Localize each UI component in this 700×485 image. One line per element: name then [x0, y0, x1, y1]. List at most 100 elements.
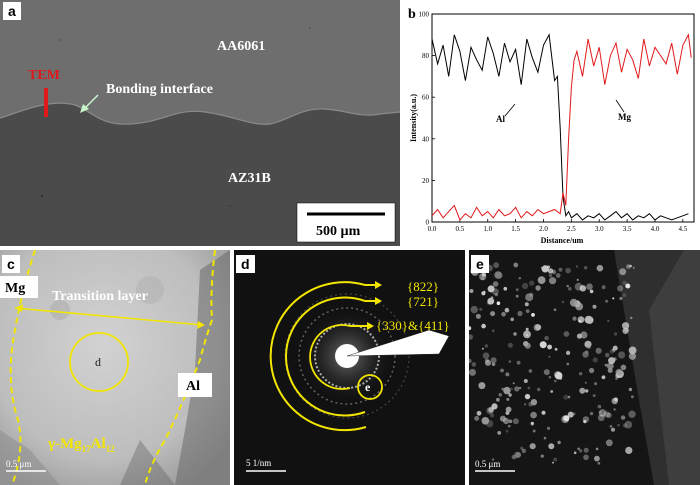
- circle-label-d: d: [95, 355, 101, 369]
- grain: [510, 317, 514, 322]
- grain: [479, 307, 483, 311]
- grain: [517, 310, 523, 317]
- grain: [579, 387, 586, 394]
- grain: [577, 316, 585, 323]
- grain: [508, 393, 512, 397]
- grain: [525, 293, 534, 302]
- grain: [605, 299, 609, 303]
- grain: [525, 327, 529, 331]
- grain: [612, 297, 615, 300]
- grain: [513, 332, 517, 336]
- grain: [609, 425, 613, 428]
- grain: [632, 266, 635, 269]
- x-tick-label: 4.5: [678, 225, 687, 233]
- scalebar-label: 500 µm: [316, 224, 361, 239]
- tem-image-c: d Mg Al Transition layer γ-Mg17Al12 0.5 …: [0, 250, 230, 485]
- grain: [478, 382, 486, 390]
- grain: [553, 379, 557, 383]
- grain: [625, 283, 631, 289]
- grain: [550, 390, 554, 393]
- grain: [470, 305, 478, 314]
- grain: [549, 277, 557, 285]
- grain: [476, 410, 482, 416]
- grain: [503, 386, 511, 395]
- grain: [612, 345, 618, 351]
- scalebar-box: [296, 202, 396, 243]
- grain: [575, 302, 584, 311]
- y-tick-label: 100: [419, 11, 430, 19]
- grain: [577, 447, 580, 451]
- ring-arc-330: [309, 324, 351, 390]
- ring-label-822: {822}: [407, 279, 439, 294]
- grain: [592, 304, 597, 309]
- grain: [584, 340, 592, 348]
- annotation-mg: Mg: [618, 112, 631, 122]
- x-tick-label: 3.5: [623, 225, 632, 233]
- grain: [613, 408, 616, 411]
- grain: [484, 344, 488, 348]
- grain: [497, 431, 502, 435]
- grain: [469, 334, 473, 340]
- grain: [607, 319, 610, 322]
- grain: [617, 285, 624, 292]
- x-tick-label: 2.5: [567, 225, 576, 233]
- grain: [543, 436, 547, 440]
- ring-label-330-411: {330}&{411}: [376, 318, 450, 333]
- grain: [529, 280, 535, 286]
- grain: [513, 262, 519, 268]
- grain: [569, 298, 578, 307]
- grain: [524, 393, 531, 400]
- grain: [630, 395, 634, 399]
- grain: [598, 409, 607, 417]
- grain: [481, 272, 487, 277]
- grain: [606, 362, 614, 370]
- grain: [490, 357, 497, 364]
- grain: [523, 330, 531, 339]
- grain: [501, 387, 504, 391]
- phase-label: γ-Mg17Al12: [47, 436, 115, 454]
- grain: [493, 262, 500, 269]
- grain: [584, 266, 588, 270]
- top-alloy-label: AA6061: [217, 39, 265, 54]
- ring-label-721: {721}: [407, 294, 439, 309]
- grain: [573, 451, 577, 455]
- grain: [496, 301, 501, 305]
- grain: [610, 427, 616, 432]
- grain: [596, 264, 604, 272]
- grain: [611, 397, 618, 405]
- grain: [501, 311, 506, 317]
- grain: [605, 439, 613, 447]
- spot-circle-e: [357, 374, 383, 400]
- y-tick-label: 40: [422, 135, 430, 143]
- grain: [620, 415, 626, 420]
- grain: [626, 264, 631, 269]
- grain: [541, 265, 549, 273]
- grain: [471, 362, 477, 367]
- grain: [628, 346, 637, 355]
- grain: [576, 278, 579, 281]
- y-tick-label: 80: [422, 52, 430, 60]
- grain: [523, 379, 528, 383]
- grain: [615, 368, 623, 376]
- x-axis-label: Distance/um: [541, 236, 584, 245]
- grain: [548, 443, 555, 450]
- grain: [565, 267, 571, 274]
- grain: [482, 352, 490, 359]
- grain: [583, 447, 589, 453]
- tem-darkfield-e: 0.5 μm: [469, 250, 700, 485]
- y-tick-label: 20: [422, 177, 430, 185]
- grain: [510, 387, 513, 391]
- grain: [576, 333, 583, 339]
- grain: [505, 429, 509, 433]
- grain: [575, 265, 579, 268]
- grain: [557, 440, 561, 445]
- grain: [595, 447, 599, 451]
- grain: [523, 341, 529, 347]
- grain: [566, 350, 571, 355]
- grain: [548, 375, 552, 379]
- grain: [566, 362, 570, 366]
- grain: [530, 411, 537, 419]
- x-tick-label: 1.0: [483, 225, 492, 233]
- grain: [487, 297, 495, 305]
- grain: [611, 348, 614, 352]
